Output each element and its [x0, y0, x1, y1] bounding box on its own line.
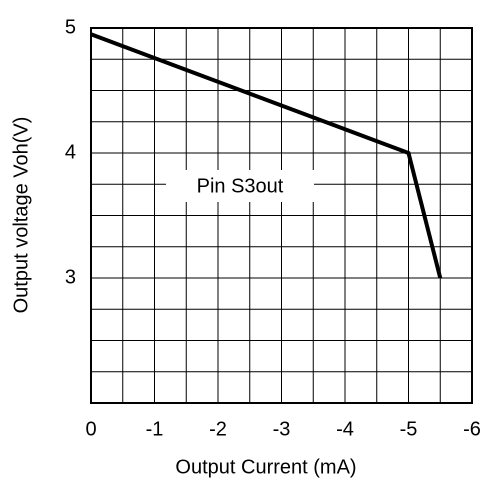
- x-tick-label: -4: [336, 418, 354, 440]
- y-axis-label: Output voltage Voh(V): [10, 117, 32, 314]
- x-tick-label: -1: [146, 418, 164, 440]
- data-line: [90, 32, 443, 279]
- x-tick-label: -2: [209, 418, 227, 440]
- annotation-box: [166, 170, 314, 202]
- annotation: Pin S3out: [197, 175, 284, 197]
- y-tick-label: 4: [65, 141, 76, 163]
- y-tick-label: 3: [65, 266, 76, 288]
- x-tick-label: -3: [273, 418, 291, 440]
- x-tick-label: 0: [85, 418, 96, 440]
- x-axis-label: Output Current (mA): [175, 456, 356, 478]
- x-tick-label: -6: [463, 418, 481, 440]
- x-tick-label: -5: [400, 418, 418, 440]
- plot-frame: [90, 27, 473, 404]
- y-tick-label: 5: [65, 16, 76, 38]
